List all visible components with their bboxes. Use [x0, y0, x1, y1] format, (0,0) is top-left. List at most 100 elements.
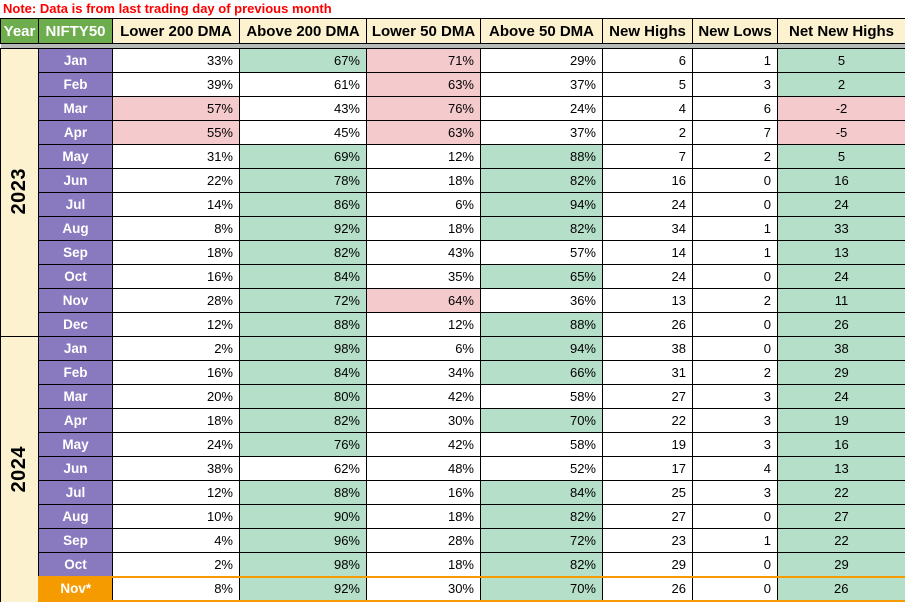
data-cell[interactable]: 25: [602, 480, 693, 505]
data-cell[interactable]: 6%: [366, 192, 481, 217]
data-cell[interactable]: 2: [692, 288, 778, 313]
col-header-above-200-dma[interactable]: Above 200 DMA: [239, 18, 367, 44]
data-cell[interactable]: 24: [602, 264, 693, 289]
data-cell[interactable]: 0: [692, 192, 778, 217]
data-cell[interactable]: 98%: [239, 552, 367, 577]
data-cell[interactable]: 22: [777, 480, 905, 505]
data-cell[interactable]: 34%: [366, 360, 481, 385]
data-cell[interactable]: 19: [602, 432, 693, 457]
data-cell[interactable]: 14: [602, 240, 693, 265]
month-cell[interactable]: Dec: [38, 312, 113, 337]
data-cell[interactable]: 2%: [112, 336, 240, 361]
year-cell[interactable]: 2024: [0, 336, 39, 602]
data-cell[interactable]: 36%: [480, 288, 603, 313]
month-cell[interactable]: Sep: [38, 240, 113, 265]
data-cell[interactable]: 12%: [112, 312, 240, 337]
data-cell[interactable]: 92%: [239, 216, 367, 241]
month-cell[interactable]: Aug: [38, 504, 113, 529]
data-cell[interactable]: 80%: [239, 384, 367, 409]
data-cell[interactable]: 35%: [366, 264, 481, 289]
month-cell[interactable]: Mar: [38, 384, 113, 409]
data-cell[interactable]: 70%: [480, 408, 603, 433]
data-cell[interactable]: 66%: [480, 360, 603, 385]
data-cell[interactable]: 12%: [366, 144, 481, 169]
data-cell[interactable]: 3: [692, 432, 778, 457]
data-cell[interactable]: 22: [777, 528, 905, 553]
data-cell[interactable]: 4: [692, 456, 778, 481]
data-cell[interactable]: 84%: [239, 264, 367, 289]
month-cell[interactable]: Jul: [38, 480, 113, 505]
data-cell[interactable]: 62%: [239, 456, 367, 481]
data-cell[interactable]: 33: [777, 216, 905, 241]
data-cell[interactable]: 39%: [112, 72, 240, 97]
month-cell[interactable]: Jun: [38, 168, 113, 193]
data-cell[interactable]: 29%: [480, 48, 603, 73]
data-cell[interactable]: 18%: [366, 552, 481, 577]
data-cell[interactable]: 4%: [112, 528, 240, 553]
col-header-new-lows[interactable]: New Lows: [692, 18, 778, 44]
data-cell[interactable]: 0: [692, 575, 778, 602]
data-cell[interactable]: 58%: [480, 384, 603, 409]
data-cell[interactable]: 16: [777, 432, 905, 457]
month-cell[interactable]: May: [38, 432, 113, 457]
data-cell[interactable]: 69%: [239, 144, 367, 169]
data-cell[interactable]: 6: [692, 96, 778, 121]
data-cell[interactable]: 27: [602, 504, 693, 529]
data-cell[interactable]: 19: [777, 408, 905, 433]
data-cell[interactable]: 7: [602, 144, 693, 169]
data-cell[interactable]: 37%: [480, 72, 603, 97]
data-cell[interactable]: 90%: [239, 504, 367, 529]
month-cell[interactable]: Oct: [38, 264, 113, 289]
data-cell[interactable]: 67%: [239, 48, 367, 73]
month-cell[interactable]: Feb: [38, 360, 113, 385]
month-cell[interactable]: Oct: [38, 552, 113, 577]
data-cell[interactable]: 11: [777, 288, 905, 313]
data-cell[interactable]: 18%: [366, 168, 481, 193]
data-cell[interactable]: 26: [602, 575, 693, 602]
data-cell[interactable]: 5: [777, 144, 905, 169]
data-cell[interactable]: 38: [777, 336, 905, 361]
data-cell[interactable]: 82%: [480, 168, 603, 193]
col-header-lower-200-dma[interactable]: Lower 200 DMA: [112, 18, 240, 44]
data-cell[interactable]: 42%: [366, 432, 481, 457]
data-cell[interactable]: 58%: [480, 432, 603, 457]
data-cell[interactable]: 18%: [366, 216, 481, 241]
data-cell[interactable]: 64%: [366, 288, 481, 313]
data-cell[interactable]: 38: [602, 336, 693, 361]
data-cell[interactable]: 48%: [366, 456, 481, 481]
data-cell[interactable]: 22: [602, 408, 693, 433]
data-cell[interactable]: 2: [777, 72, 905, 97]
data-cell[interactable]: 13: [777, 240, 905, 265]
data-cell[interactable]: 6%: [366, 336, 481, 361]
data-cell[interactable]: 22%: [112, 168, 240, 193]
data-cell[interactable]: 5: [777, 48, 905, 73]
data-cell[interactable]: 82%: [480, 552, 603, 577]
data-cell[interactable]: 65%: [480, 264, 603, 289]
month-cell[interactable]: Aug: [38, 216, 113, 241]
month-cell[interactable]: Jan: [38, 48, 113, 73]
data-cell[interactable]: 0: [692, 312, 778, 337]
data-cell[interactable]: 88%: [239, 312, 367, 337]
data-cell[interactable]: 24: [777, 384, 905, 409]
data-cell[interactable]: 92%: [239, 575, 367, 602]
data-cell[interactable]: 43%: [239, 96, 367, 121]
data-cell[interactable]: 27: [602, 384, 693, 409]
data-cell[interactable]: 82%: [239, 408, 367, 433]
data-cell[interactable]: 34: [602, 216, 693, 241]
data-cell[interactable]: 72%: [239, 288, 367, 313]
data-cell[interactable]: 76%: [239, 432, 367, 457]
data-cell[interactable]: 1: [692, 528, 778, 553]
data-cell[interactable]: 57%: [112, 96, 240, 121]
month-cell[interactable]: Jul: [38, 192, 113, 217]
data-cell[interactable]: 2: [692, 144, 778, 169]
data-cell[interactable]: 1: [692, 240, 778, 265]
data-cell[interactable]: 61%: [239, 72, 367, 97]
col-header-net-new-highs[interactable]: Net New Highs: [777, 18, 905, 44]
data-cell[interactable]: 2%: [112, 552, 240, 577]
data-cell[interactable]: 52%: [480, 456, 603, 481]
month-cell[interactable]: May: [38, 144, 113, 169]
month-cell[interactable]: Jun: [38, 456, 113, 481]
col-header-above-50-dma[interactable]: Above 50 DMA: [480, 18, 603, 44]
data-cell[interactable]: 43%: [366, 240, 481, 265]
month-cell[interactable]: Jan: [38, 336, 113, 361]
